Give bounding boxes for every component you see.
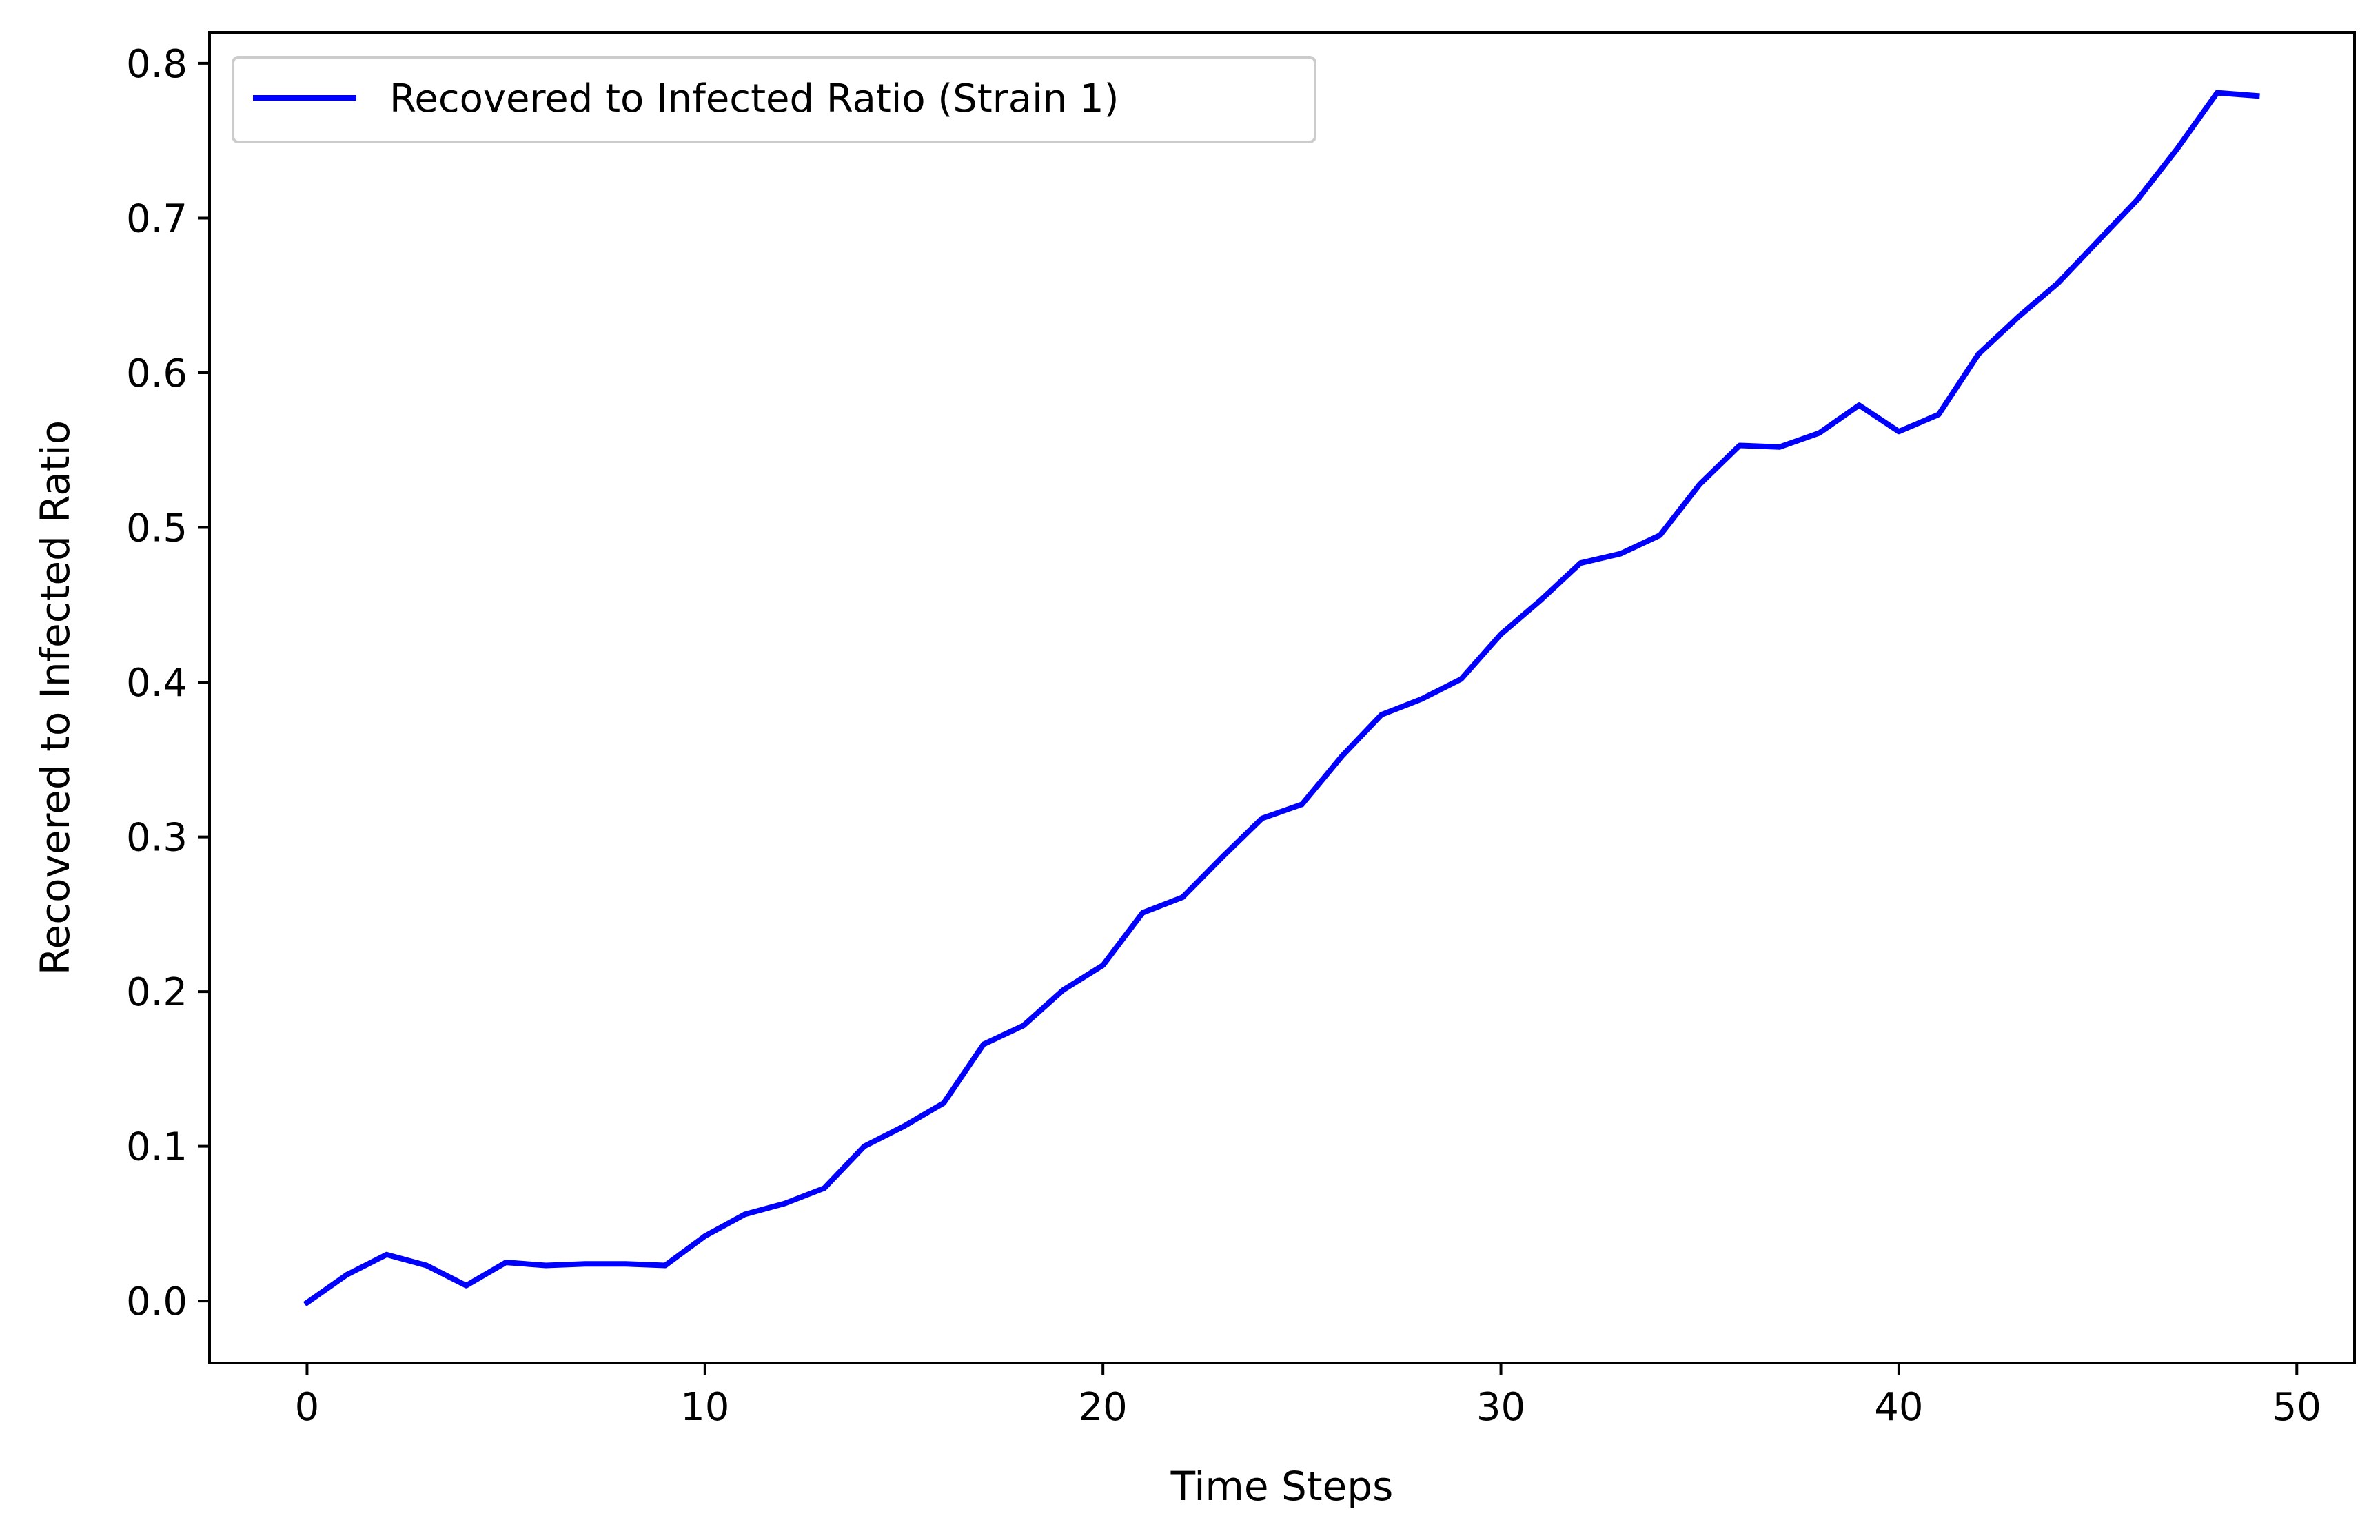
x-tick-label: 50 <box>2272 1385 2321 1430</box>
legend-box <box>232 56 1316 143</box>
legend: Recovered to Infected Ratio (Strain 1) <box>232 56 1316 143</box>
y-axis-label: Recovered to Infected Ratio <box>32 420 79 975</box>
x-axis-label: Time Steps <box>1170 1463 1394 1510</box>
x-tick-label: 30 <box>1476 1385 1525 1430</box>
y-tick-label: 0.2 <box>126 970 187 1015</box>
series-layer <box>303 90 2260 1306</box>
y-tick-label: 0.1 <box>126 1125 187 1170</box>
legend-label: Recovered to Infected Ratio (Strain 1) <box>389 76 1119 121</box>
y-tick-label: 0.4 <box>126 661 187 706</box>
x-tick-label: 0 <box>295 1385 320 1430</box>
y-tick-label: 0.5 <box>126 506 187 551</box>
x-tick-label: 20 <box>1079 1385 1128 1430</box>
y-tick-label: 0.0 <box>126 1280 187 1324</box>
x-tick-label: 40 <box>1874 1385 1923 1430</box>
plot-frame <box>208 31 2356 1364</box>
y-tick-label: 0.3 <box>126 816 187 861</box>
series-line-0 <box>303 90 2260 1306</box>
x-tick-label: 10 <box>680 1385 729 1430</box>
y-tick-label: 0.6 <box>126 351 187 396</box>
y-tick-label: 0.8 <box>126 42 187 87</box>
y-tick-label: 0.7 <box>126 196 187 241</box>
axis-ticks: 0 10 20 30 40 50 0.0 0.1 0.2 0.3 0.4 0.5 0.6 0.7 0.8 <box>126 42 2321 1430</box>
